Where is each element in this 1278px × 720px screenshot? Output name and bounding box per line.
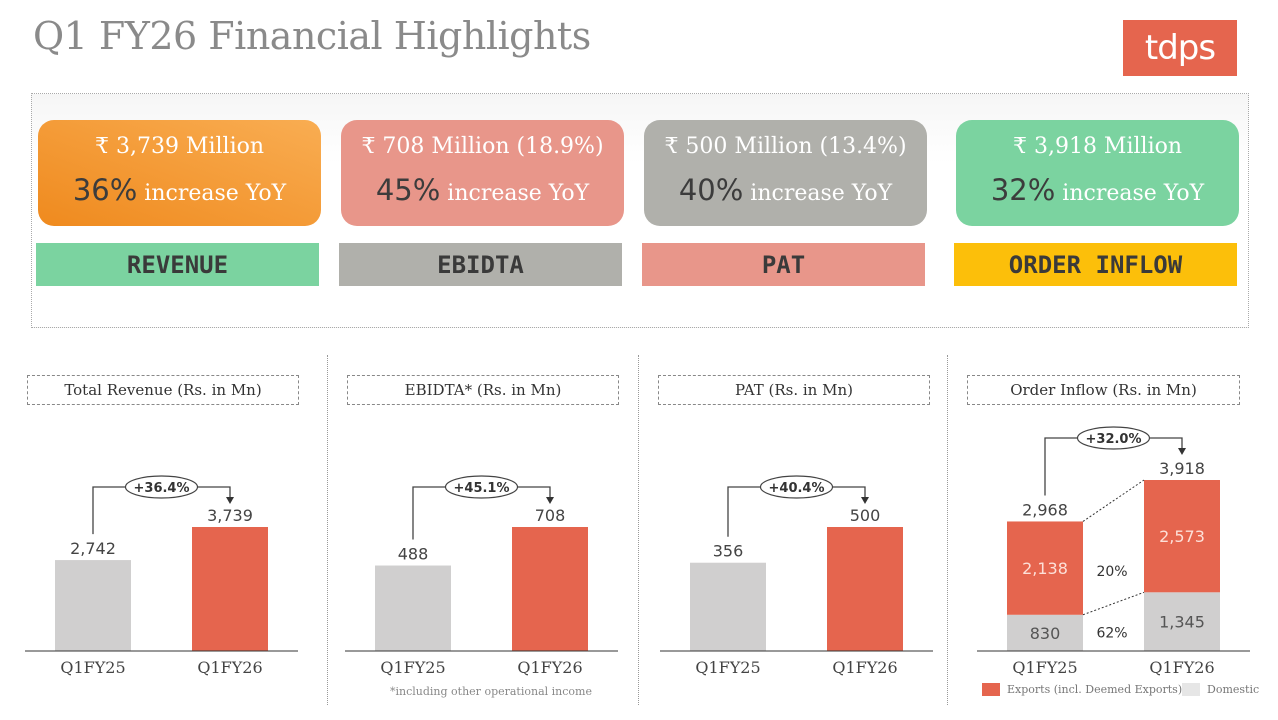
total-label: 3,918 — [1159, 459, 1205, 478]
kpi-label: EBIDTA — [339, 243, 622, 286]
divider — [947, 355, 948, 705]
legend-label: Domestic — [1207, 683, 1260, 696]
divider — [638, 355, 639, 705]
kpi-growth-text: increase YoY — [137, 181, 287, 206]
x-tick-label: Q1FY25 — [60, 658, 125, 677]
bar — [827, 527, 903, 651]
connector-line — [1082, 479, 1145, 522]
bar-exports — [1007, 521, 1083, 615]
growth-label: +36.4% — [134, 481, 190, 496]
x-tick-label: Q1FY26 — [832, 658, 897, 677]
chart-title-order-inflow: Order Inflow (Rs. in Mn) — [967, 375, 1240, 405]
kpi-card-order-inflow: ₹ 3,918 Million 32% increase YoY — [956, 120, 1239, 226]
connector-line — [1082, 591, 1145, 616]
growth-badge — [444, 475, 519, 499]
bar — [512, 527, 588, 651]
kpi-growth-text: increase YoY — [1055, 181, 1205, 206]
growth-label: +32.0% — [1086, 432, 1142, 447]
kpi-value: ₹ 3,918 Million — [1012, 134, 1183, 159]
x-tick-label: Q1FY25 — [380, 658, 445, 677]
growth-badge — [124, 475, 199, 499]
kpi-growth-text: increase YoY — [440, 181, 590, 206]
kpi-growth: 32% — [990, 173, 1056, 207]
arrow-down-icon — [226, 497, 234, 504]
exports-change: 20% — [1096, 564, 1127, 580]
arrow-down-icon — [1178, 448, 1186, 455]
bar-exports — [1144, 480, 1220, 593]
kpi-value: ₹ 500 Million (13.4%) — [664, 134, 907, 159]
revenue-chart: 2,742 Q1FY25 3,739 Q1FY26 +36.4% — [25, 475, 298, 677]
bar — [55, 560, 131, 651]
bar-domestic — [1144, 592, 1220, 651]
segment-label: 2,573 — [1159, 527, 1205, 546]
legend-label: Exports (incl. Deemed Exports) — [1007, 683, 1183, 696]
chart-title-revenue: Total Revenue (Rs. in Mn) — [27, 375, 299, 405]
growth-label: +45.1% — [454, 481, 510, 496]
pat-chart: 356 Q1FY25 500 Q1FY26 +40.4% — [660, 475, 933, 677]
footnote: *including other operational income — [390, 685, 592, 698]
value-label: 2,742 — [70, 539, 116, 558]
order-inflow-chart: 830 2,138 2,968 Q1FY25 1,345 2,573 3,918 Q1FY26… — [977, 426, 1250, 677]
chart-title-pat: PAT (Rs. in Mn) — [658, 375, 930, 405]
legend-swatch — [982, 683, 1000, 696]
kpi-growth-text: increase YoY — [743, 181, 893, 206]
kpi-label: ORDER INFLOW — [954, 243, 1237, 286]
bar-domestic — [1007, 614, 1083, 651]
total-label: 2,968 — [1022, 500, 1068, 519]
kpi-value: ₹ 708 Million (18.9%) — [361, 134, 604, 159]
kpi-card-revenue: ₹ 3,739 Million 36% increase YoY — [38, 120, 321, 226]
segment-label: 1,345 — [1159, 613, 1205, 632]
arrow-down-icon — [546, 497, 554, 504]
growth-badge — [1076, 426, 1151, 450]
kpi-label: REVENUE — [36, 243, 319, 286]
kpi-card-pat: ₹ 500 Million (13.4%) 40% increase YoY — [644, 120, 927, 226]
bar — [690, 562, 766, 651]
kpi-card-ebidta: ₹ 708 Million (18.9%) 45% increase YoY — [341, 120, 624, 226]
kpi-label: PAT — [642, 243, 925, 286]
value-label: 3,739 — [207, 506, 253, 525]
value-label: 500 — [850, 506, 881, 525]
arrow-down-icon — [861, 497, 869, 504]
segment-label: 830 — [1030, 624, 1061, 643]
divider — [327, 355, 328, 705]
kpi-growth: 45% — [375, 173, 441, 207]
x-tick-label: Q1FY25 — [1012, 658, 1077, 677]
value-label: 356 — [713, 542, 744, 561]
company-logo: tdps — [1123, 20, 1237, 76]
segment-label: 2,138 — [1022, 559, 1068, 578]
page-title: Q1 FY26 Financial Highlights — [33, 14, 591, 58]
legend-domestic: Domestic — [1182, 683, 1259, 696]
x-tick-label: Q1FY26 — [517, 658, 582, 677]
value-label: 488 — [398, 545, 429, 564]
legend-exports: Exports (incl. Deemed Exports) — [982, 683, 1182, 696]
kpi-growth: 36% — [72, 173, 138, 207]
bar — [192, 527, 268, 651]
growth-label: +40.4% — [769, 481, 825, 496]
x-tick-label: Q1FY26 — [1149, 658, 1214, 677]
x-tick-label: Q1FY25 — [695, 658, 760, 677]
value-label: 708 — [535, 506, 566, 525]
bar — [375, 565, 451, 651]
growth-badge — [759, 475, 834, 499]
chart-title-ebidta: EBIDTA* (Rs. in Mn) — [347, 375, 619, 405]
legend-swatch — [1182, 683, 1200, 696]
ebidta-chart: 488 Q1FY25 708 Q1FY26 +45.1% — [345, 475, 618, 677]
kpi-growth: 40% — [678, 173, 744, 207]
kpi-value: ₹ 3,739 Million — [94, 134, 265, 159]
x-tick-label: Q1FY26 — [197, 658, 262, 677]
domestic-change: 62% — [1096, 625, 1127, 641]
